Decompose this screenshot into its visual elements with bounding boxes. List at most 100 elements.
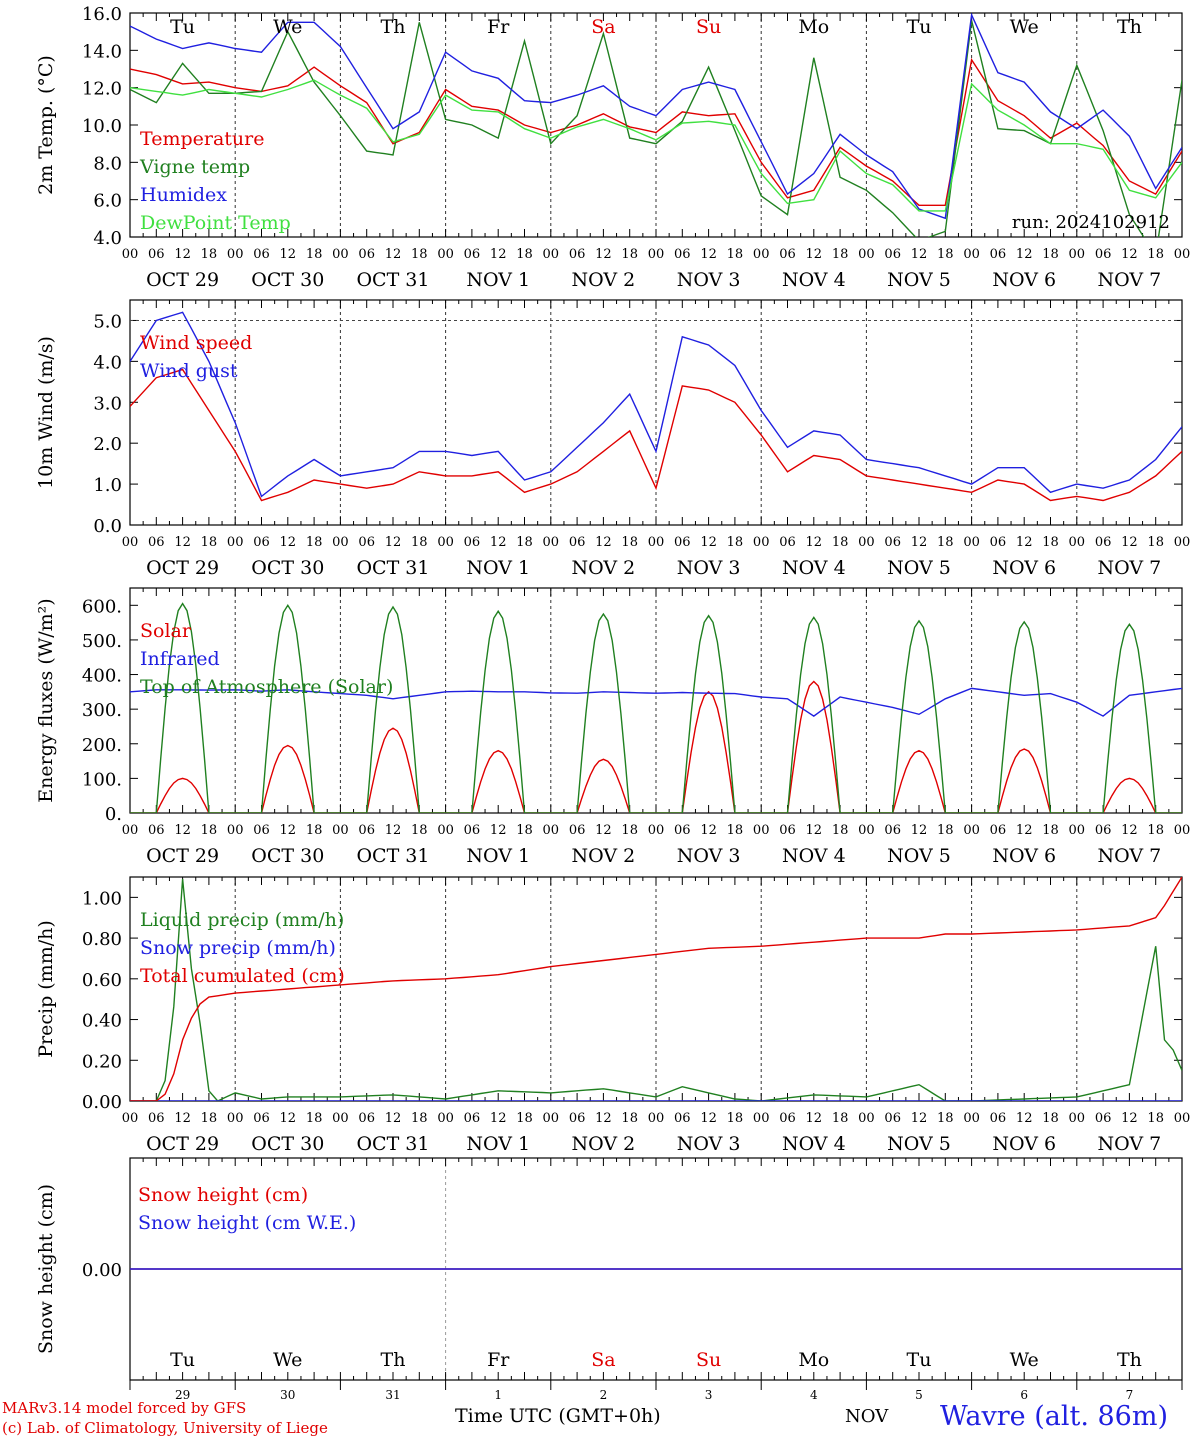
date-label: NOV 4 xyxy=(782,557,846,579)
date-label: NOV 7 xyxy=(1098,269,1162,291)
series-line-solar xyxy=(130,680,1182,813)
y-tick-label: 0.80 xyxy=(82,929,122,950)
hour-label: 00 xyxy=(543,247,560,262)
hour-label: 12 xyxy=(595,535,612,550)
weekday-label-bottom: Tu xyxy=(907,1349,932,1371)
hour-label: 12 xyxy=(595,823,612,838)
y-axis-label: Precip (mm/h) xyxy=(35,920,57,1058)
hour-label: 06 xyxy=(253,1111,270,1126)
hour-label: 12 xyxy=(174,535,191,550)
hour-label: 00 xyxy=(122,823,139,838)
series-line-total-cumulated-cm- xyxy=(130,877,1182,1101)
hour-label: 00 xyxy=(437,1111,454,1126)
date-label: NOV 4 xyxy=(782,1133,846,1155)
date-label: NOV 7 xyxy=(1098,557,1162,579)
date-label: OCT 31 xyxy=(356,557,429,579)
hour-label: 18 xyxy=(411,247,428,262)
hour-label: 00 xyxy=(753,535,770,550)
month-label: NOV xyxy=(845,1406,889,1427)
hour-label: 00 xyxy=(648,535,665,550)
hour-label: 00 xyxy=(227,535,244,550)
date-label: NOV 3 xyxy=(677,1133,741,1155)
hour-label: 12 xyxy=(1016,1111,1033,1126)
hour-label: 06 xyxy=(674,823,691,838)
date-label: NOV 4 xyxy=(782,269,846,291)
hour-label: 06 xyxy=(148,1111,165,1126)
weekday-label: Sa xyxy=(591,16,615,38)
day-number-label: 30 xyxy=(280,1388,295,1402)
hour-label: 18 xyxy=(306,1111,323,1126)
hour-label: 12 xyxy=(280,823,297,838)
hour-label: 00 xyxy=(1069,247,1086,262)
date-label: OCT 30 xyxy=(251,845,324,867)
y-tick-label: 3.0 xyxy=(93,393,122,414)
hour-label: 18 xyxy=(727,1111,744,1126)
hour-label: 12 xyxy=(385,1111,402,1126)
hour-label: 06 xyxy=(358,1111,375,1126)
weekday-label-bottom: We xyxy=(1010,1349,1039,1371)
hour-label: 18 xyxy=(516,535,533,550)
hour-label: 18 xyxy=(727,823,744,838)
y-axis-label: 2m Temp. (°C) xyxy=(35,55,57,195)
date-label: OCT 31 xyxy=(356,269,429,291)
hour-label: 00 xyxy=(437,823,454,838)
hour-label: 00 xyxy=(437,247,454,262)
y-tick-label: 0.40 xyxy=(82,1011,122,1032)
date-label: OCT 31 xyxy=(356,845,429,867)
hour-label: 12 xyxy=(595,247,612,262)
hour-label: 12 xyxy=(806,247,823,262)
hour-label: 18 xyxy=(832,535,849,550)
day-number-label: 31 xyxy=(385,1388,400,1402)
hour-label: 18 xyxy=(411,1111,428,1126)
date-label: OCT 29 xyxy=(146,845,219,867)
hour-label: 18 xyxy=(201,247,218,262)
hour-label: 12 xyxy=(1016,535,1033,550)
hour-label: 00 xyxy=(648,1111,665,1126)
y-tick-label: 0.0 xyxy=(93,516,122,537)
hour-label: 12 xyxy=(700,823,717,838)
hour-label: 12 xyxy=(911,823,928,838)
hour-label: 18 xyxy=(621,823,638,838)
hour-label: 12 xyxy=(1121,1111,1138,1126)
hour-label: 06 xyxy=(1095,1111,1112,1126)
hour-label: 18 xyxy=(727,247,744,262)
weekday-label-bottom: Th xyxy=(381,1349,406,1371)
date-label: NOV 4 xyxy=(782,845,846,867)
date-label: NOV 2 xyxy=(572,845,636,867)
hour-label: 12 xyxy=(1016,823,1033,838)
hour-label: 12 xyxy=(700,1111,717,1126)
hour-label: 18 xyxy=(1147,535,1164,550)
hour-label: 12 xyxy=(490,535,507,550)
date-label: OCT 29 xyxy=(146,1133,219,1155)
date-label: NOV 1 xyxy=(466,557,530,579)
hour-label: 00 xyxy=(332,1111,349,1126)
hour-label: 12 xyxy=(1121,823,1138,838)
hour-label: 00 xyxy=(858,535,875,550)
hour-label: 12 xyxy=(1016,247,1033,262)
hour-label: 18 xyxy=(937,1111,954,1126)
series-line-top-of-atmosphere-solar- xyxy=(130,602,1182,813)
hour-label: 06 xyxy=(674,247,691,262)
hour-label: 12 xyxy=(490,1111,507,1126)
hour-label: 18 xyxy=(621,247,638,262)
hour-label: 00 xyxy=(227,1111,244,1126)
y-tick-label: 200. xyxy=(82,735,122,756)
hour-label: 00 xyxy=(332,247,349,262)
y-axis-label: 10m Wind (m/s) xyxy=(35,336,57,489)
y-tick-label: 100. xyxy=(82,769,122,790)
hour-label: 00 xyxy=(648,247,665,262)
y-tick-label: 1.00 xyxy=(82,888,122,909)
hour-label: 00 xyxy=(963,247,980,262)
hour-label: 18 xyxy=(516,823,533,838)
date-label: OCT 29 xyxy=(146,557,219,579)
hour-label: 06 xyxy=(884,1111,901,1126)
hour-label: 00 xyxy=(963,535,980,550)
weekday-label-bottom: Su xyxy=(696,1349,721,1371)
legend-entry: Total cumulated (cm) xyxy=(140,965,345,987)
hour-label: 12 xyxy=(806,823,823,838)
hour-label: 18 xyxy=(306,247,323,262)
date-label: NOV 7 xyxy=(1098,1133,1162,1155)
y-tick-label: 10.0 xyxy=(82,116,122,137)
hour-label: 00 xyxy=(227,823,244,838)
legend-entry: Temperature xyxy=(140,128,264,150)
